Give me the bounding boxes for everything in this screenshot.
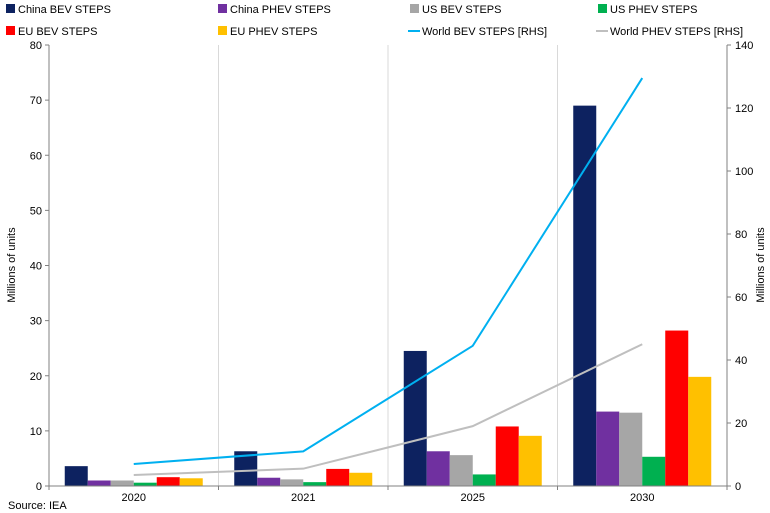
legend-swatch	[410, 4, 419, 13]
y-tick-label-left: 40	[30, 261, 42, 273]
y-tick-label-left: 60	[30, 150, 42, 162]
bar	[665, 330, 689, 486]
y-tick-label-right: 20	[735, 418, 747, 430]
y-tick-label-left: 70	[30, 95, 42, 107]
y-tick-label-left: 30	[30, 316, 42, 328]
legend-item: World PHEV STEPS [RHS]	[596, 26, 743, 38]
legend-swatch	[598, 4, 607, 13]
series-line	[133, 343, 643, 476]
bar	[179, 478, 203, 486]
y-tick-label-left: 50	[30, 205, 42, 217]
bar	[87, 480, 111, 486]
bar	[234, 451, 258, 486]
bar	[403, 350, 427, 486]
legend-label: China BEV STEPS	[18, 4, 111, 16]
legend-label: EU BEV STEPS	[18, 26, 97, 38]
bar	[64, 466, 88, 486]
y-axis-label-right: Millions of units	[755, 227, 767, 303]
series-line	[133, 77, 644, 465]
y-tick-label-right: 80	[735, 229, 747, 241]
y-tick-label-right: 40	[735, 355, 747, 367]
bar	[596, 411, 620, 486]
legend-item: US BEV STEPS	[410, 4, 501, 16]
legend-label: World BEV STEPS [RHS]	[422, 26, 547, 38]
bar	[110, 480, 134, 486]
bar	[449, 455, 473, 486]
bar	[619, 412, 643, 486]
y-tick-label-left: 0	[36, 481, 42, 493]
legend-label: China PHEV STEPS	[230, 4, 331, 16]
bar	[349, 472, 373, 486]
legend-swatch	[218, 26, 227, 35]
legend: China BEV STEPS China PHEV STEPS US BEV ST…	[6, 4, 743, 38]
bar	[257, 477, 281, 486]
legend-item: EU BEV STEPS	[6, 26, 97, 38]
legend-item: EU PHEV STEPS	[218, 26, 317, 38]
legend-label: EU PHEV STEPS	[230, 26, 317, 38]
y-tick-label-right: 140	[735, 40, 753, 52]
legend-swatch	[218, 4, 227, 13]
y-tick-label-right: 100	[735, 166, 753, 178]
y-tick-label-right: 120	[735, 103, 753, 115]
legend-item: China BEV STEPS	[6, 4, 111, 16]
bar	[573, 105, 597, 486]
bar	[495, 426, 519, 486]
bar	[426, 451, 450, 486]
legend-label: US BEV STEPS	[422, 4, 501, 16]
bar	[688, 376, 712, 486]
x-tick-label: 2020	[122, 492, 146, 504]
legend-label: US PHEV STEPS	[610, 4, 697, 16]
legend-item: World BEV STEPS [RHS]	[408, 26, 547, 38]
legend-swatch	[6, 26, 15, 35]
legend-swatch	[6, 4, 15, 13]
legend-item: US PHEV STEPS	[598, 4, 697, 16]
y-tick-label-right: 60	[735, 292, 747, 304]
y-tick-label-right: 0	[735, 481, 741, 493]
legend-item: China PHEV STEPS	[218, 4, 331, 16]
bar	[303, 482, 327, 486]
x-tick-label: 2030	[630, 492, 654, 504]
bar	[133, 482, 157, 486]
y-axis-label-left: Millions of units	[6, 227, 18, 303]
bar	[472, 474, 496, 486]
bar	[518, 435, 542, 486]
legend-label: World PHEV STEPS [RHS]	[610, 26, 743, 38]
x-tick-label: 2021	[291, 492, 315, 504]
bar	[156, 477, 180, 486]
bar	[280, 479, 304, 486]
lines	[133, 77, 644, 476]
gridlines	[218, 45, 558, 486]
source-note: Source: IEA	[8, 500, 67, 512]
bar	[326, 468, 350, 486]
y-tick-label-left: 80	[30, 40, 42, 52]
bar	[642, 456, 666, 486]
y-tick-label-left: 20	[30, 371, 42, 383]
x-tick-label: 2025	[461, 492, 485, 504]
y-tick-label-left: 10	[30, 426, 42, 438]
bars	[64, 105, 712, 486]
